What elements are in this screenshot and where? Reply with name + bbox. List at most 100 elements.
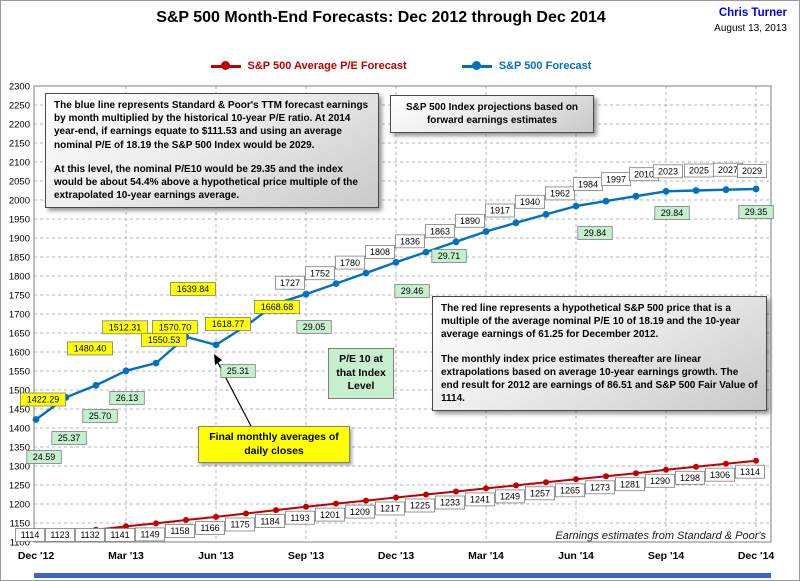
blue-data-point	[692, 187, 700, 194]
svg-text:1184: 1184	[260, 516, 279, 526]
blue-data-point	[602, 197, 610, 205]
svg-text:1193: 1193	[290, 513, 309, 523]
x-axis-label: Mar '13	[108, 550, 144, 562]
red-data-label: 1290	[645, 473, 676, 488]
x-axis-label: Dec '13	[378, 550, 415, 562]
forecast-label: 1808	[364, 245, 395, 259]
blue-data-point	[662, 187, 670, 195]
blue-data-point	[422, 248, 430, 256]
blue-data-point	[722, 186, 730, 194]
red-data-point	[663, 466, 669, 473]
red-data-point	[273, 507, 279, 514]
y-axis-label: 1700	[9, 310, 30, 321]
svg-text:2023: 2023	[658, 167, 678, 177]
red-data-point	[363, 497, 369, 504]
svg-text:1217: 1217	[380, 504, 400, 514]
red-data-label: 1257	[525, 486, 556, 501]
pe10-label: 29.84	[577, 226, 613, 240]
actual-close-label: 1512.31	[102, 320, 148, 335]
svg-text:29.84: 29.84	[584, 228, 607, 238]
monthly-averages-callout: Final monthly averages of daily closes	[198, 426, 350, 464]
svg-text:1141: 1141	[110, 530, 129, 540]
red-data-label: 1123	[45, 528, 76, 542]
pe10-label: 25.31	[220, 364, 256, 378]
blue-data-point	[92, 381, 100, 389]
forecast-label: 2027	[713, 162, 744, 177]
blue-data-point	[452, 238, 460, 246]
svg-text:24.59: 24.59	[33, 452, 56, 462]
pe10-label: 24.59	[26, 450, 62, 464]
svg-text:1201: 1201	[320, 510, 340, 520]
red-data-point	[483, 485, 489, 492]
red-data-point	[753, 457, 759, 464]
forecast-label: 2023	[653, 164, 684, 179]
red-data-label: 1175	[224, 517, 255, 532]
svg-text:1512.31: 1512.31	[109, 323, 142, 333]
legend-label-avg-pe-forecast: S&P 500 Average P/E Forecast	[247, 60, 407, 72]
svg-text:29.46: 29.46	[401, 286, 424, 296]
red-data-label: 1217	[374, 501, 405, 516]
y-axis-label: 1600	[9, 348, 30, 359]
red-data-point	[243, 510, 249, 517]
red-data-point	[633, 470, 639, 477]
red-data-label: 1273	[585, 480, 616, 495]
svg-text:1668.68: 1668.68	[261, 302, 294, 312]
pe10-label: 29.84	[654, 206, 690, 220]
svg-text:1257: 1257	[530, 489, 550, 499]
svg-text:1570.70: 1570.70	[159, 322, 192, 332]
y-axis-label: 2200	[9, 120, 30, 131]
blue-data-point	[152, 359, 160, 367]
svg-text:1984: 1984	[578, 179, 598, 189]
forecast-label: 1962	[545, 186, 576, 201]
red-data-label: 1281	[615, 477, 646, 492]
legend-label-sp500-forecast: S&P 500 Forecast	[498, 60, 592, 72]
annotation-paragraph: The blue line represents Standard & Poor…	[54, 100, 369, 151]
forecast-label: 1917	[484, 203, 515, 218]
y-axis-label: 1950	[9, 215, 30, 226]
y-axis-label: 1300	[9, 462, 30, 473]
red-data-label: 1241	[464, 492, 495, 507]
actual-close-label: 1422.29	[19, 392, 66, 407]
red-data-point	[513, 482, 519, 489]
red-data-label: 1249	[494, 489, 525, 504]
blue-data-point	[542, 211, 550, 218]
svg-text:1940: 1940	[520, 197, 540, 207]
svg-text:2029: 2029	[742, 166, 762, 176]
blue-data-point	[122, 367, 130, 375]
svg-text:1132: 1132	[80, 530, 99, 540]
svg-text:2010: 2010	[634, 169, 654, 179]
x-axis-label: Dec '12	[18, 550, 55, 562]
y-axis-label: 2100	[9, 158, 30, 169]
red-data-point	[123, 523, 129, 530]
svg-text:1249: 1249	[500, 492, 520, 502]
byline: Chris Turner August 13, 2013	[714, 7, 787, 34]
x-axis-label: Jun '13	[198, 550, 234, 562]
author-name: Chris Turner	[718, 7, 787, 19]
forecast-label: 1863	[424, 224, 455, 239]
pe10-label: 29.05	[296, 320, 332, 334]
blue-data-point	[482, 228, 490, 235]
blue-data-point	[332, 280, 340, 287]
svg-text:1306: 1306	[710, 470, 730, 480]
svg-text:1780: 1780	[340, 258, 360, 268]
blue-data-point	[32, 416, 40, 423]
svg-text:1158: 1158	[170, 526, 189, 536]
svg-text:1273: 1273	[590, 483, 610, 493]
source-note: Earnings estimates from Standard & Poor'…	[555, 530, 766, 542]
y-axis-label: 2050	[9, 177, 30, 188]
forecast-label: 2025	[684, 163, 715, 178]
x-axis-label: Sep '14	[648, 550, 685, 562]
blue-data-point	[212, 341, 220, 349]
svg-text:1639.84: 1639.84	[177, 284, 210, 294]
forecast-label: 1836	[394, 234, 425, 249]
red-data-point	[333, 500, 339, 507]
red-data-label: 1141	[105, 528, 136, 542]
pe10-label: 25.37	[51, 431, 87, 445]
forecast-label: 2029	[737, 164, 768, 178]
forecast-label: 1752	[304, 266, 335, 281]
forecast-label: 1780	[334, 255, 365, 270]
red-data-label: 1184	[254, 514, 285, 528]
red-data-point	[693, 463, 699, 470]
red-data-point	[573, 476, 579, 483]
annotation-paragraph: At this level, the nominal P/E10 would b…	[54, 163, 358, 202]
